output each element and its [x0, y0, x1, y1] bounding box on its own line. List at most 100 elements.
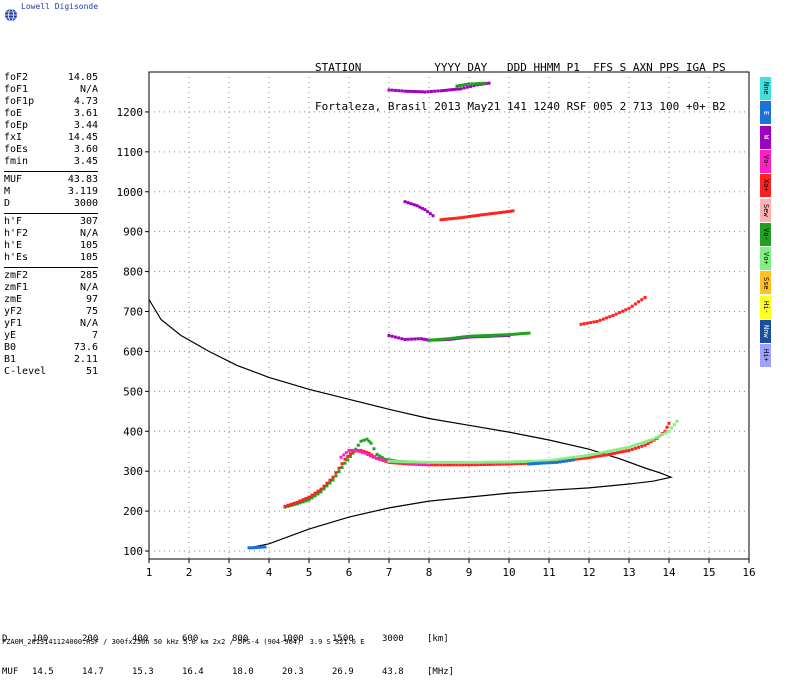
echo-point	[487, 334, 491, 337]
param-value: 3.119	[67, 186, 98, 197]
echo-point	[307, 495, 311, 499]
echo-point	[433, 460, 437, 464]
echo-point	[473, 214, 477, 218]
echo-point	[409, 337, 413, 341]
echo-point	[645, 439, 649, 443]
echo-point	[595, 320, 599, 323]
logo-text: Lowell Digisonde	[21, 2, 99, 11]
echo-point	[417, 90, 421, 94]
echo-point	[501, 460, 505, 464]
echo-point	[406, 89, 410, 93]
echo-point	[498, 460, 502, 464]
echo-point	[643, 296, 647, 299]
panel-separator	[4, 267, 98, 268]
echo-point	[587, 456, 591, 460]
echo-point	[498, 462, 502, 466]
echo-point	[504, 333, 508, 337]
echo-point	[419, 337, 423, 341]
echo-point	[505, 210, 509, 214]
echo-point	[455, 84, 459, 88]
echo-point	[627, 448, 631, 452]
table-cell: 600	[182, 634, 199, 644]
echo-point	[507, 460, 511, 464]
echo-point	[461, 460, 465, 464]
echo-point	[590, 453, 594, 457]
echo-point	[351, 451, 355, 455]
echo-point	[319, 487, 323, 491]
echo-point	[637, 445, 641, 449]
table-cell: 1000	[282, 634, 304, 644]
echo-point	[420, 90, 424, 94]
echo-point	[649, 440, 653, 444]
param-row: foE 3.61	[4, 108, 98, 120]
echo-point	[406, 337, 410, 341]
echo-point	[260, 545, 264, 549]
echo-point	[381, 458, 385, 462]
echo-point	[465, 215, 469, 219]
echo-point	[618, 447, 622, 451]
echo-point	[484, 334, 488, 338]
echo-point	[458, 463, 462, 467]
echo-point	[415, 460, 419, 464]
echo-point	[384, 459, 388, 463]
echo-point	[593, 452, 597, 456]
echo-point	[453, 336, 457, 340]
echo-point	[469, 84, 473, 88]
x-tick-label: 15	[702, 566, 715, 579]
echo-point	[304, 496, 308, 500]
echo-point	[446, 460, 449, 464]
echo-point	[492, 460, 496, 464]
echo-point	[325, 484, 329, 488]
legend-item: E	[760, 101, 771, 125]
param-name: yE	[4, 330, 17, 341]
echo-point	[614, 312, 618, 316]
echo-point	[533, 462, 537, 466]
echo-point	[585, 321, 589, 325]
echo-point	[549, 461, 553, 465]
echo-point	[624, 449, 628, 453]
echo-point	[430, 460, 434, 464]
param-value: 307	[79, 216, 98, 227]
echo-point	[348, 455, 352, 458]
echo-point	[418, 205, 422, 209]
echo-point	[400, 89, 404, 93]
param-name: B1	[4, 354, 17, 365]
param-value: N/A	[79, 228, 98, 239]
echo-point	[362, 438, 366, 442]
echo-point	[495, 460, 499, 464]
echo-point	[526, 459, 529, 463]
table-cell: MUF	[2, 667, 19, 677]
param-value: 7	[91, 330, 98, 341]
param-name: foF1p	[4, 96, 35, 107]
echo-point	[371, 455, 375, 459]
echo-point	[559, 457, 563, 461]
table-cell: 43.8	[382, 667, 404, 677]
echo-point	[387, 88, 391, 92]
echo-point	[350, 448, 354, 452]
echo-point	[403, 200, 407, 204]
echo-point	[664, 431, 668, 435]
legend-item: Nnw	[760, 320, 771, 343]
echo-point	[550, 458, 554, 462]
echo-point	[613, 451, 617, 455]
echo-point	[657, 434, 661, 438]
echo-point	[426, 210, 430, 214]
echo-point	[455, 460, 459, 464]
x-tick-label: 11	[542, 566, 555, 579]
param-value: 51	[85, 366, 98, 377]
param-value: 3.45	[73, 156, 98, 167]
echo-series	[387, 419, 679, 464]
echo-point	[310, 493, 314, 497]
echo-point	[545, 461, 549, 465]
echo-point	[630, 304, 634, 308]
echo-point	[607, 452, 611, 456]
x-tick-label: 7	[386, 566, 393, 579]
echo-point	[470, 214, 474, 218]
echo-point	[527, 462, 531, 466]
echo-point	[390, 459, 394, 463]
echo-point	[608, 315, 612, 319]
panel-separator	[4, 171, 98, 172]
echo-point	[496, 333, 500, 337]
echo-point	[627, 445, 631, 449]
param-value: N/A	[79, 318, 98, 329]
